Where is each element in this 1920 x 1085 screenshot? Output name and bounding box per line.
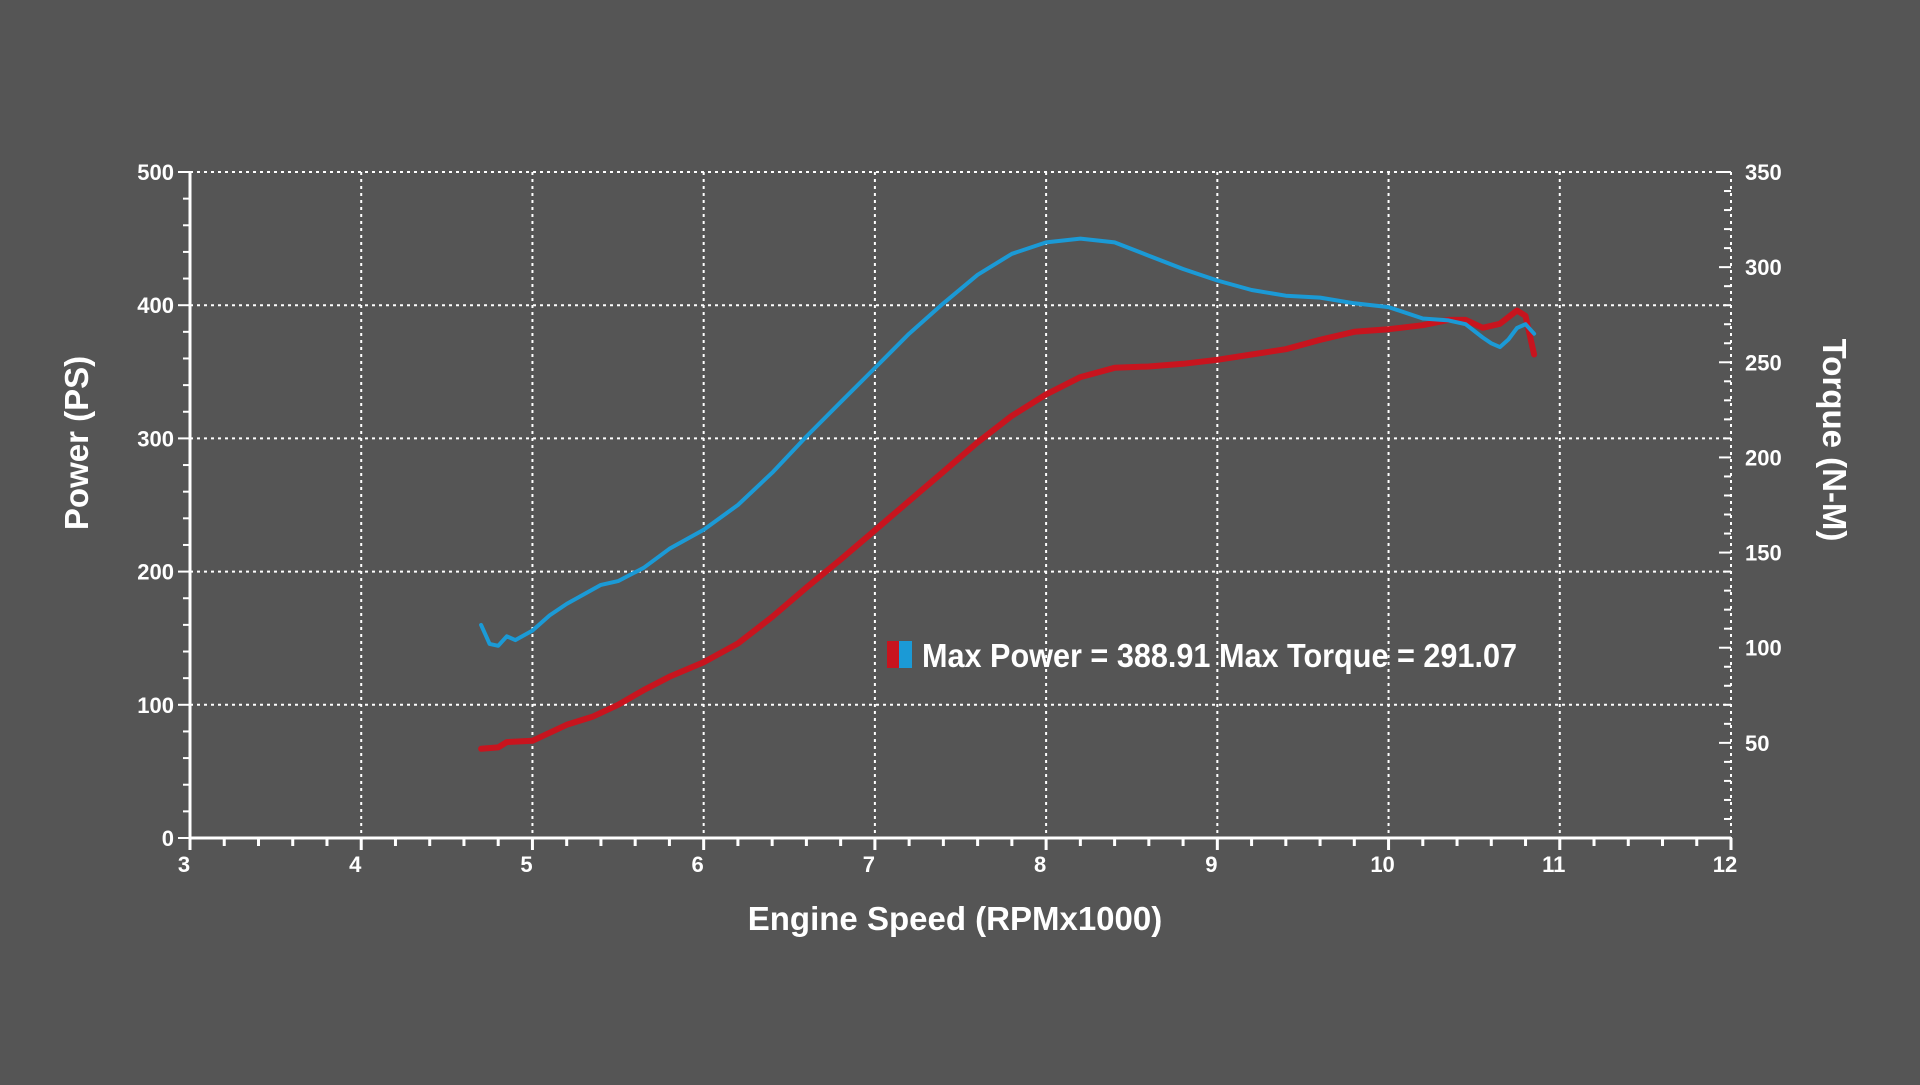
left-tick-label: 300 <box>137 426 174 451</box>
right-tick-label: 100 <box>1745 636 1782 661</box>
axes <box>178 171 1733 850</box>
right-tick-label: 150 <box>1745 541 1782 566</box>
right-tick-label: 300 <box>1745 255 1782 280</box>
legend-swatch-power <box>887 641 899 668</box>
left-tick-label: 200 <box>137 560 174 585</box>
right-tick-label: 250 <box>1745 350 1782 375</box>
right-tick-label: 50 <box>1745 731 1769 756</box>
legend: Max Power = 388.91 Max Torque = 291.07 <box>887 637 1517 674</box>
left-tick-label: 100 <box>137 693 174 718</box>
left-axis-title: Power (PS) <box>58 356 95 530</box>
x-tick-label: 4 <box>349 852 362 877</box>
grid <box>190 171 1732 838</box>
power-line <box>478 307 1538 752</box>
x-tick-label: 3 <box>178 852 190 877</box>
x-tick-label: 11 <box>1542 852 1565 877</box>
legend-text: Max Power = 388.91 Max Torque = 291.07 <box>922 637 1517 674</box>
x-tick-label: 7 <box>863 852 875 877</box>
right-tick-label: 350 <box>1745 160 1782 185</box>
left-tick-label: 500 <box>137 160 174 185</box>
x-tick-label: 10 <box>1370 852 1394 877</box>
tick-labels: 3 4 5 6 7 8 9 10 11 12 0 100 200 300 400 500 50 100 150 200… <box>137 160 1781 877</box>
right-axis-title: Torque (N-M) <box>1816 339 1853 542</box>
x-tick-label: 5 <box>520 852 532 877</box>
left-tick-label: 400 <box>137 293 174 318</box>
legend-swatch-torque <box>899 641 912 668</box>
x-tick-label: 9 <box>1205 852 1217 877</box>
x-axis-title: Engine Speed (RPMx1000) <box>748 900 1162 937</box>
series-lines <box>478 236 1538 752</box>
right-tick-label: 200 <box>1745 445 1782 470</box>
torque-line <box>479 236 1537 648</box>
left-tick-label: 0 <box>162 826 174 851</box>
x-tick-label: 8 <box>1034 852 1046 877</box>
x-tick-label: 6 <box>692 852 704 877</box>
x-tick-label: 12 <box>1713 852 1737 877</box>
